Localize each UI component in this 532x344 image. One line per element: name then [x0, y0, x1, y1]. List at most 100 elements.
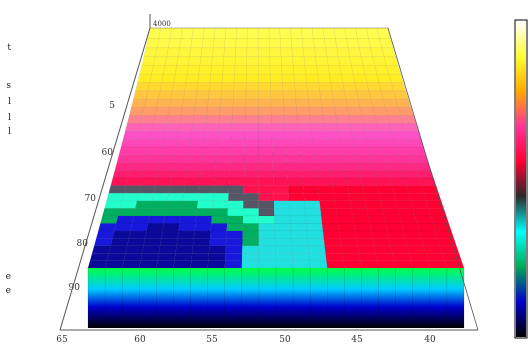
surface-cell: [192, 115, 208, 124]
surface-cell: [347, 185, 364, 194]
surface-cell: [160, 146, 177, 156]
surface-cell: [333, 27, 347, 39]
surface-cell: [143, 47, 158, 58]
surface-cell: [380, 200, 398, 209]
surface-cell: [194, 98, 209, 108]
surface-cell: [317, 185, 334, 194]
surface-cell: [173, 154, 190, 163]
surface-cell: [353, 223, 372, 232]
surface-cell: [315, 170, 332, 179]
surface-cell: [232, 98, 247, 108]
surface-cell: [364, 200, 383, 209]
surface-cell: [198, 65, 212, 75]
left-edge-glyph: s: [6, 81, 11, 91]
surface-cell: [207, 260, 226, 269]
surface-cell: [425, 253, 445, 261]
surface-cell: [150, 200, 168, 209]
surface-cell: [269, 65, 283, 75]
surface-cell: [246, 56, 259, 66]
surface-cell: [418, 230, 438, 239]
surface-cell: [275, 245, 293, 254]
x-tick-label: 50: [279, 335, 291, 344]
surface-cell: [376, 185, 394, 194]
surface-cell: [202, 27, 216, 39]
surface-cell: [209, 82, 223, 92]
surface-cell: [89, 253, 110, 261]
surface-cell: [228, 177, 245, 186]
surface-cell: [132, 146, 149, 156]
surface-cell: [211, 56, 225, 66]
surface-cell: [154, 177, 172, 186]
surface-cell: [423, 245, 443, 254]
surface-cell: [376, 260, 396, 269]
surface-cell: [164, 208, 182, 217]
surface-cell: [325, 47, 339, 58]
surface-cell: [169, 177, 186, 186]
surface-cell: [110, 238, 130, 247]
surface-cell: [334, 200, 352, 209]
surface-cell: [333, 193, 351, 202]
surface-cell: [323, 123, 339, 132]
surface-cell: [341, 73, 356, 83]
surface-cell: [258, 107, 272, 116]
surface-cell: [345, 98, 361, 108]
surface-cell: [340, 245, 360, 254]
surface-cell: [153, 185, 171, 194]
surface-cell: [246, 73, 259, 83]
surface-cell: [330, 82, 345, 92]
surface-cell: [172, 82, 187, 92]
surface-cell: [213, 185, 230, 194]
surface-cell: [153, 56, 167, 66]
surface-cell: [190, 131, 206, 140]
surface-cell: [163, 131, 179, 140]
surface-cell: [138, 123, 154, 132]
surface-cell: [258, 115, 272, 124]
surface-cell: [232, 107, 246, 116]
surface-cell: [149, 131, 166, 140]
surface-cell: [399, 162, 417, 171]
surface-cell: [217, 131, 233, 140]
surface-cell: [233, 82, 247, 92]
surface-cell: [258, 238, 276, 247]
surface-cell: [372, 238, 391, 247]
surface-cell: [108, 185, 126, 194]
surface-cell: [274, 230, 292, 239]
surface-cell: [115, 215, 134, 224]
surface-cell: [242, 215, 259, 224]
surface-cell: [215, 162, 231, 171]
surface-cell: [364, 131, 381, 140]
surface-cell: [393, 90, 409, 100]
surface-cell: [284, 115, 299, 124]
surface-cell: [316, 65, 330, 75]
surface-cell: [308, 107, 324, 116]
y-tick-label: 60: [102, 148, 114, 158]
surface-cell: [358, 253, 378, 261]
surface-cell: [378, 131, 395, 140]
surface-cell: [243, 200, 259, 209]
surface-cell: [273, 200, 290, 209]
y-tick-label: 5: [109, 101, 115, 111]
surface-cell: [283, 107, 298, 116]
surface-cell: [290, 223, 308, 232]
surface-cell: [401, 223, 420, 232]
surface-cell: [156, 170, 173, 179]
surface-cell: [148, 138, 164, 148]
surface-cell: [190, 260, 209, 269]
surface-cell: [389, 123, 406, 132]
surface-cell: [164, 56, 179, 66]
surface-cell: [441, 253, 462, 261]
surface-cell: [112, 170, 130, 179]
surface-cell: [230, 154, 245, 163]
surface-cell: [381, 208, 400, 217]
surface-cell: [272, 170, 288, 179]
surface-cell: [243, 170, 259, 179]
surface-cell: [208, 90, 222, 100]
surface-cell: [161, 73, 176, 83]
surface-cell: [268, 27, 281, 39]
left-edge-glyph: e: [6, 286, 11, 296]
surface-cell: [334, 107, 350, 116]
surface-cell: [386, 230, 406, 239]
surface-cell: [170, 170, 187, 179]
right-axis-line: [387, 27, 479, 331]
surface-cell: [87, 260, 108, 269]
